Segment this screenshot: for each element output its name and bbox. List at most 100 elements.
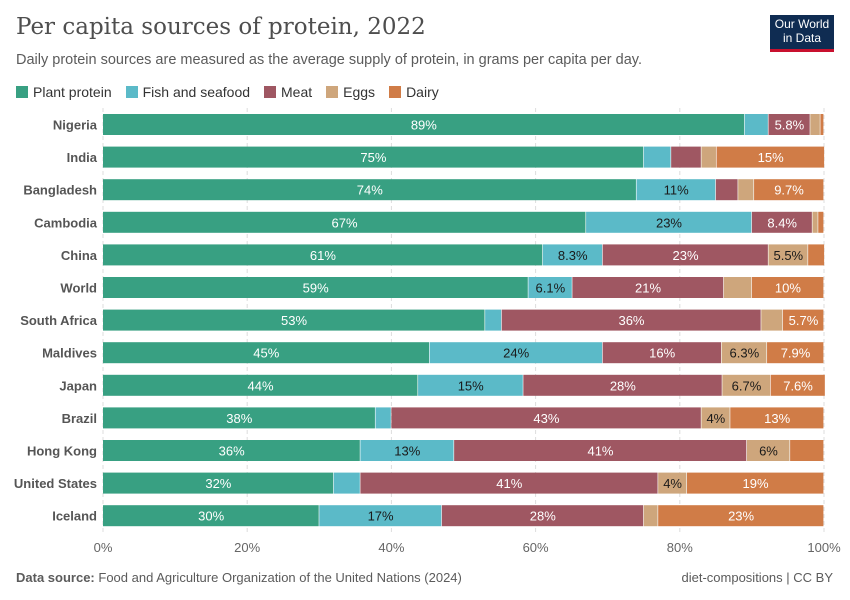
data-label: 6% xyxy=(759,444,778,459)
legend-item[interactable]: Meat xyxy=(264,84,312,100)
bar-segment[interactable] xyxy=(103,374,418,396)
bar-segment[interactable] xyxy=(103,472,334,494)
bar-segment[interactable] xyxy=(701,407,730,429)
data-label: 23% xyxy=(656,215,682,230)
legend-item[interactable]: Plant protein xyxy=(16,84,112,100)
bar-segment[interactable] xyxy=(103,211,586,233)
bar-segment[interactable] xyxy=(767,342,824,364)
bar-segment[interactable] xyxy=(333,472,360,494)
legend-item[interactable]: Eggs xyxy=(326,84,375,100)
bar-segment[interactable] xyxy=(746,440,790,461)
data-label: 5.7% xyxy=(789,313,819,328)
bar-segment[interactable] xyxy=(103,440,360,461)
bar-segment[interactable] xyxy=(671,146,701,168)
bar-segment[interactable] xyxy=(754,179,824,201)
bar-segment[interactable] xyxy=(744,114,768,135)
bar-segment[interactable] xyxy=(790,440,824,461)
data-label: 89% xyxy=(411,118,437,133)
data-label: 36% xyxy=(219,444,245,459)
bar-segment[interactable] xyxy=(643,146,671,168)
category-label: Hong Kong xyxy=(27,444,97,459)
bar-segment[interactable] xyxy=(818,211,824,233)
bar-segment[interactable] xyxy=(501,309,761,331)
data-label: 13% xyxy=(394,444,420,459)
category-label: Japan xyxy=(59,378,97,393)
bar-segment[interactable] xyxy=(716,146,825,168)
data-label: 28% xyxy=(530,509,556,524)
bar-segment[interactable] xyxy=(103,309,485,331)
chart-title: Per capita sources of protein, 2022 xyxy=(16,14,426,40)
category-label: World xyxy=(60,281,97,296)
bar-segment[interactable] xyxy=(768,244,808,266)
bar-segment[interactable] xyxy=(360,472,658,494)
legend-item[interactable]: Dairy xyxy=(389,84,439,100)
data-label: 7.9% xyxy=(781,346,811,361)
bar-segment[interactable] xyxy=(770,374,825,396)
data-label: 28% xyxy=(610,378,636,393)
bar-segment[interactable] xyxy=(103,146,644,168)
bar-segment[interactable] xyxy=(687,472,824,494)
logo-text: Our World in Data xyxy=(774,17,830,45)
bar-segment[interactable] xyxy=(643,505,658,527)
data-label: 4% xyxy=(706,411,725,426)
bar-segment[interactable] xyxy=(602,244,768,266)
legend-swatch xyxy=(389,86,402,98)
bar-segment[interactable] xyxy=(103,244,543,266)
bar-segment[interactable] xyxy=(751,277,824,298)
bar-segment[interactable] xyxy=(103,505,319,527)
bar-segment[interactable] xyxy=(602,342,722,364)
bar-segment[interactable] xyxy=(658,505,824,527)
data-label: 41% xyxy=(587,444,613,459)
x-tick-label: 80% xyxy=(667,540,693,555)
bar-segment[interactable] xyxy=(636,179,716,201)
bar-segment[interactable] xyxy=(103,114,745,135)
bar-segment[interactable] xyxy=(721,342,767,364)
bar-segment[interactable] xyxy=(360,440,454,461)
bar-segment[interactable] xyxy=(572,277,724,298)
bar-segment[interactable] xyxy=(730,407,824,429)
bar-segment[interactable] xyxy=(751,211,812,233)
source-text[interactable]: Food and Agriculture Organization of the… xyxy=(98,570,462,585)
bar-segment[interactable] xyxy=(761,309,783,331)
bar-segment[interactable] xyxy=(658,472,687,494)
category-label: Nigeria xyxy=(53,118,98,133)
bar-segment[interactable] xyxy=(103,342,430,364)
bar-segment[interactable] xyxy=(528,277,572,298)
bar-segment[interactable] xyxy=(418,374,523,396)
bar-segment[interactable] xyxy=(812,211,818,233)
bar-segment[interactable] xyxy=(103,407,375,429)
bar-segment[interactable] xyxy=(454,440,747,461)
data-label: 16% xyxy=(649,346,675,361)
bar-segment[interactable] xyxy=(722,374,771,396)
bar-segment[interactable] xyxy=(768,114,810,135)
bar-segment[interactable] xyxy=(391,407,701,429)
bar-segment[interactable] xyxy=(441,505,644,527)
owid-logo[interactable]: Our World in Data xyxy=(770,15,834,52)
data-label: 61% xyxy=(310,248,336,263)
bar-segment[interactable] xyxy=(429,342,603,364)
data-label: 11% xyxy=(664,183,689,198)
x-tick-label: 40% xyxy=(378,540,404,555)
bar-segment[interactable] xyxy=(715,179,738,201)
bar-segment[interactable] xyxy=(523,374,722,396)
bar-segment[interactable] xyxy=(738,179,754,201)
bar-segment[interactable] xyxy=(808,244,825,266)
data-label: 15% xyxy=(458,378,484,393)
bar-segment[interactable] xyxy=(810,114,820,135)
bar-segment[interactable] xyxy=(820,114,824,135)
bar-segment[interactable] xyxy=(701,146,716,168)
bar-segment[interactable] xyxy=(542,244,603,266)
data-label: 15% xyxy=(758,150,784,165)
bar-segment[interactable] xyxy=(103,179,636,201)
bar-segment[interactable] xyxy=(723,277,752,298)
data-label: 6.3% xyxy=(730,346,760,361)
footer-right[interactable]: diet-compositions | CC BY xyxy=(681,570,834,585)
bar-segment[interactable] xyxy=(375,407,391,429)
bar-segment[interactable] xyxy=(782,309,824,331)
bar-segment[interactable] xyxy=(319,505,442,527)
category-label: United States xyxy=(14,476,97,491)
bar-segment[interactable] xyxy=(103,277,528,298)
bar-segment[interactable] xyxy=(485,309,502,331)
bar-segment[interactable] xyxy=(586,211,752,233)
legend-item[interactable]: Fish and seafood xyxy=(125,84,250,100)
